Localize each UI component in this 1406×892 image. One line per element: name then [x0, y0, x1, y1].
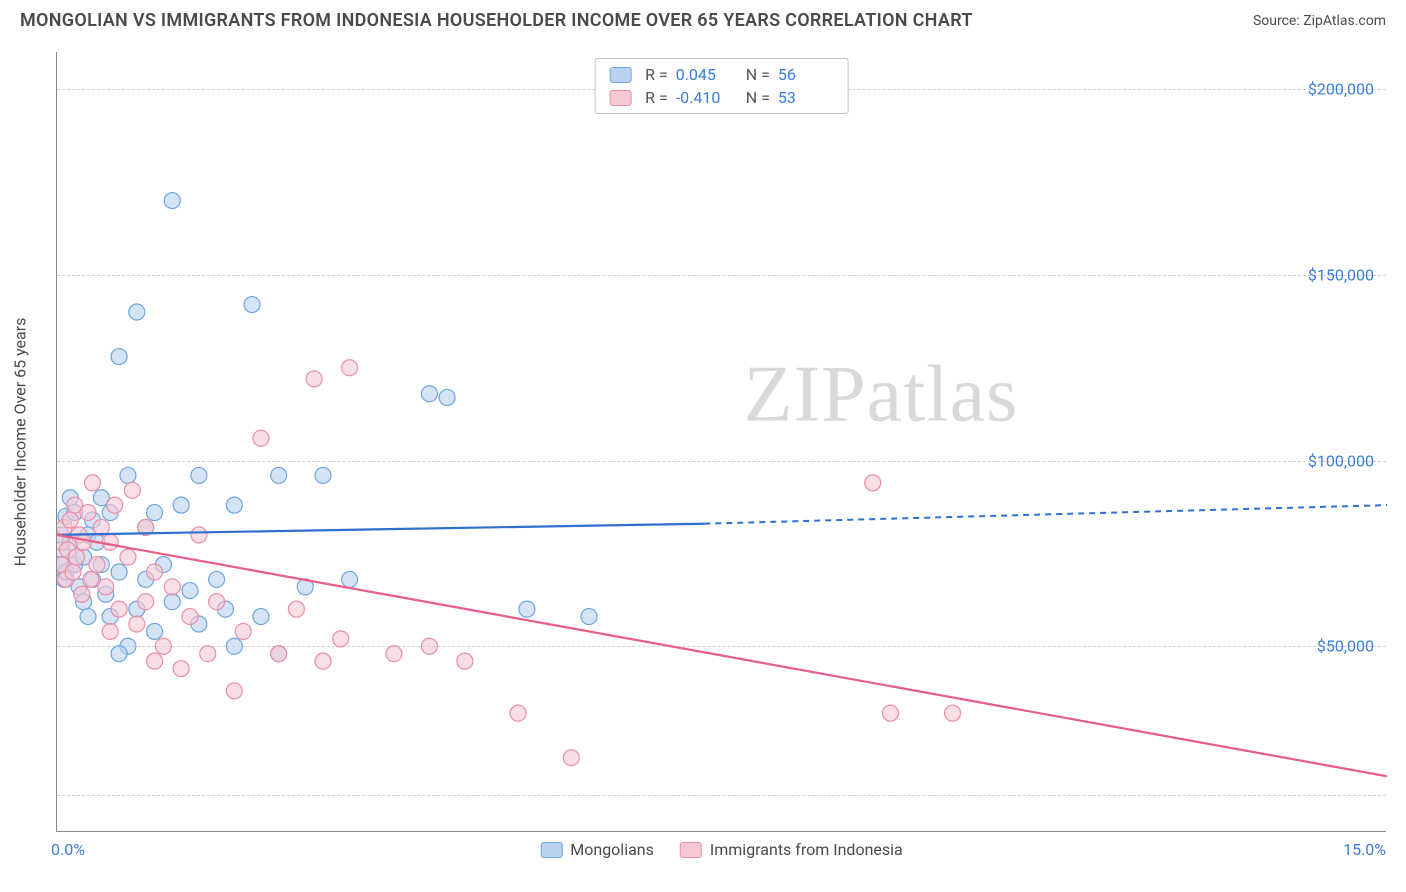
legend-swatch-1	[609, 67, 631, 83]
chart-header: MONGOLIAN VS IMMIGRANTS FROM INDONESIA H…	[0, 0, 1406, 37]
source-name: ZipAtlas.com	[1303, 13, 1386, 29]
r-label-1: R =	[645, 65, 668, 84]
n-label-2: N =	[746, 88, 770, 107]
correlation-legend: R = 0.045 N = 56 R = -0.410 N = 53	[594, 58, 849, 114]
n-label-1: N =	[746, 65, 770, 84]
chart-container: Householder Income Over 65 years ZIPatla…	[56, 52, 1386, 832]
n-value-1: 56	[778, 65, 834, 84]
legend-bottom-swatch-1	[540, 842, 562, 858]
y-axis-label: Householder Income Over 65 years	[11, 318, 30, 567]
x-tick-0: 0.0%	[51, 840, 85, 859]
legend-swatch-2	[609, 90, 631, 106]
source-label: Source:	[1253, 13, 1303, 29]
source-attribution: Source: ZipAtlas.com	[1253, 13, 1386, 29]
legend-row-series-1: R = 0.045 N = 56	[609, 63, 834, 86]
legend-bottom-label-1: Mongolians	[570, 840, 654, 859]
r-label-2: R =	[645, 88, 668, 107]
series-legend: Mongolians Immigrants from Indonesia	[540, 840, 902, 859]
r-value-1: 0.045	[676, 65, 732, 84]
legend-item-1: Mongolians	[540, 840, 654, 859]
legend-item-2: Immigrants from Indonesia	[680, 840, 903, 859]
legend-bottom-label-2: Immigrants from Indonesia	[710, 840, 903, 859]
plot-area: ZIPatlas $50,000$100,000$150,000$200,000…	[56, 52, 1386, 832]
legend-bottom-swatch-2	[680, 842, 702, 858]
r-value-2: -0.410	[676, 88, 732, 107]
legend-row-series-2: R = -0.410 N = 53	[609, 86, 834, 109]
x-tick-1: 15.0%	[1343, 840, 1386, 859]
scatter-plot-svg	[57, 52, 1387, 832]
n-value-2: 53	[778, 88, 834, 107]
chart-title: MONGOLIAN VS IMMIGRANTS FROM INDONESIA H…	[20, 10, 973, 31]
